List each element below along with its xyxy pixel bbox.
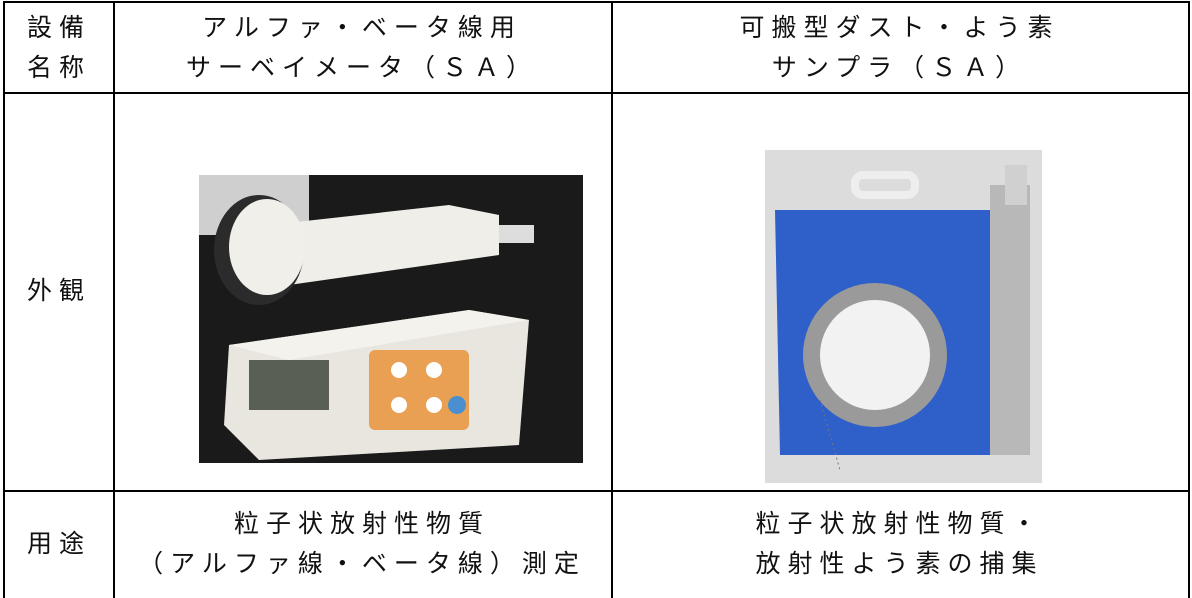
cell-text: 粒子状放射性物質・ xyxy=(755,509,1044,538)
border xyxy=(113,1,115,598)
border xyxy=(3,490,1190,492)
cell-text: アルファ・ベータ線用 xyxy=(202,12,522,42)
cell: アルファ・ベータ線用 サーベイメータ（ＳＡ） xyxy=(113,3,611,92)
border xyxy=(3,1,1190,3)
row-label: 用途 xyxy=(5,490,113,598)
cell-text: サンプラ（ＳＡ） xyxy=(771,52,1028,82)
cell-text: 可搬型ダスト・よう素 xyxy=(739,12,1060,42)
cell-text: （アルファ線・ベータ線）測定 xyxy=(138,549,586,578)
border xyxy=(611,1,613,598)
border xyxy=(3,1,5,598)
cell-text: 粒子状放射性物質 xyxy=(233,509,490,538)
row-label: 外観 xyxy=(5,92,113,490)
photo-survey-meter xyxy=(199,175,583,463)
cell-text: サーベイメータ（ＳＡ） xyxy=(185,52,538,82)
cell-text: 設備 xyxy=(26,12,91,42)
cell-text: 放射性よう素の捕集 xyxy=(755,549,1044,578)
cell: 可搬型ダスト・よう素 サンプラ（ＳＡ） xyxy=(611,3,1188,92)
border xyxy=(3,92,1190,94)
row-label: 設備 名称 xyxy=(5,3,113,92)
border xyxy=(1188,1,1190,598)
cell: 粒子状放射性物質 （アルファ線・ベータ線）測定 xyxy=(113,490,611,598)
photo-dust-sampler xyxy=(765,150,1042,483)
cell: 粒子状放射性物質・ 放射性よう素の捕集 xyxy=(611,490,1188,598)
cell-text: 名称 xyxy=(26,52,91,82)
cell-text: 外観 xyxy=(26,276,91,305)
cell-text: 用途 xyxy=(26,529,91,558)
